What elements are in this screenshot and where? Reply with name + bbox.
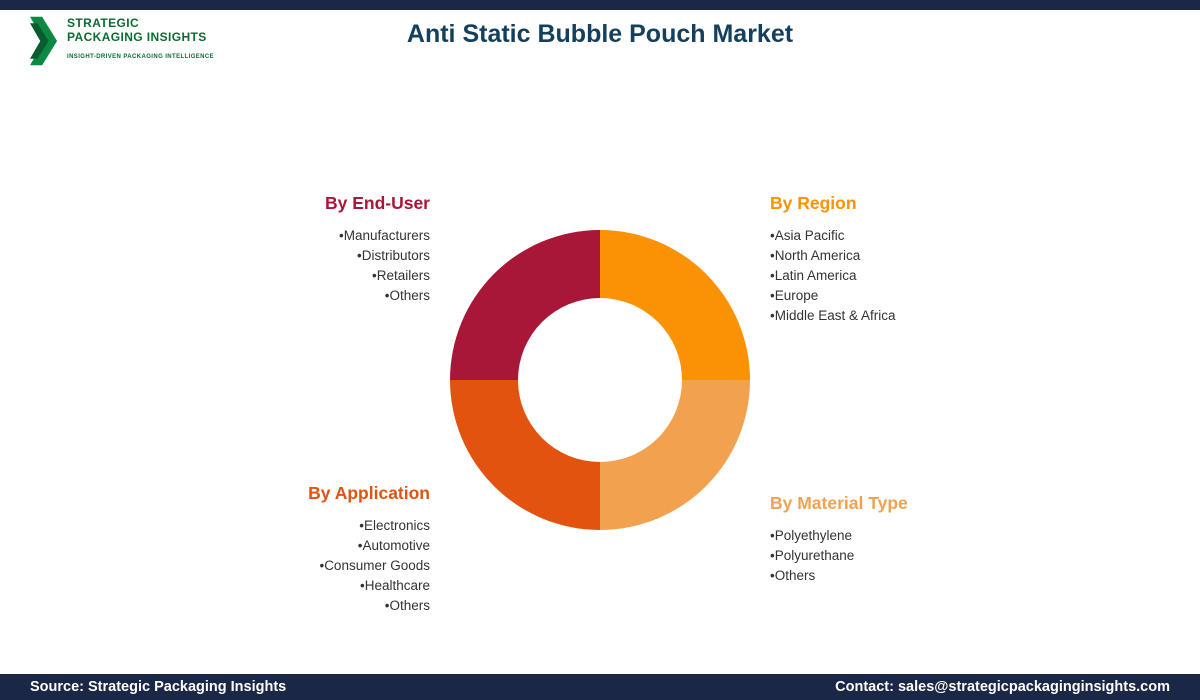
segment-region-list: Asia PacificNorth AmericaLatin AmericaEu… (770, 226, 1010, 326)
list-item: Asia Pacific (770, 226, 1010, 246)
list-item: Others (190, 286, 430, 306)
segment-end-user-heading: By End-User (324, 193, 430, 213)
logo-line2: PACKAGING INSIGHTS (67, 30, 207, 44)
logo: STRATEGIC PACKAGING INSIGHTS INSIGHT-DRI… (30, 16, 214, 66)
list-item: Latin America (770, 266, 1010, 286)
footer-contact: Contact: sales@strategicpackaginginsight… (835, 679, 1170, 695)
list-item: Polyethylene (770, 526, 1010, 546)
list-item: Retailers (190, 266, 430, 286)
list-item: Others (770, 566, 1010, 586)
list-item: Polyurethane (770, 546, 1010, 566)
list-item: Manufacturers (190, 226, 430, 246)
list-item: Europe (770, 286, 1010, 306)
segment-material-type-list: PolyethylenePolyurethaneOthers (770, 526, 1010, 586)
list-item: Healthcare (190, 576, 430, 596)
segment-material-type-heading: By Material Type (770, 493, 908, 513)
top-strip (0, 0, 1200, 10)
segment-material-type: By Material Type PolyethylenePolyurethan… (770, 493, 1010, 586)
segment-region: By Region Asia PacificNorth AmericaLatin… (770, 193, 1010, 326)
list-item: Others (190, 596, 430, 616)
segment-region-heading: By Region (770, 193, 857, 213)
list-item: Automotive (190, 536, 430, 556)
page-title: Anti Static Bubble Pouch Market (406, 20, 794, 48)
list-item: Consumer Goods (190, 556, 430, 576)
footer-source: Source: Strategic Packaging Insights (30, 679, 287, 695)
logo-line1: STRATEGIC (67, 16, 140, 30)
logo-tagline: INSIGHT-DRIVEN PACKAGING INTELLIGENCE (67, 54, 215, 60)
logo-chevron-icon (30, 16, 58, 66)
list-item: Electronics (190, 516, 430, 536)
segment-end-user: By End-User ManufacturersDistributorsRet… (190, 193, 430, 306)
segment-application: By Application ElectronicsAutomotiveCons… (190, 483, 430, 616)
footer: Source: Strategic Packaging Insights Con… (0, 674, 1200, 700)
segment-application-heading: By Application (308, 483, 430, 503)
segment-application-list: ElectronicsAutomotiveConsumer GoodsHealt… (190, 516, 430, 616)
list-item: North America (770, 246, 1010, 266)
donut-chart (450, 230, 750, 530)
logo-text: STRATEGIC PACKAGING INSIGHTS INSIGHT-DRI… (67, 16, 214, 60)
list-item: Distributors (190, 246, 430, 266)
list-item: Middle East & Africa (770, 306, 1010, 326)
segment-end-user-list: ManufacturersDistributorsRetailersOthers (190, 226, 430, 306)
